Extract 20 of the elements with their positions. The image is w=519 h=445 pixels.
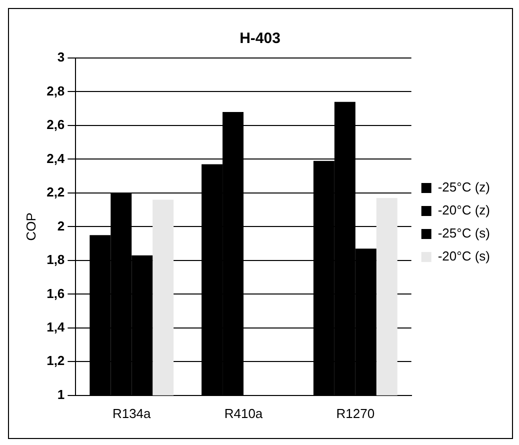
y-tick-label: 2 xyxy=(57,218,65,234)
y-tick-label: 2,2 xyxy=(46,184,65,200)
y-tick-label: 1,8 xyxy=(46,252,65,268)
chart-title: H-403 xyxy=(240,30,280,48)
y-tick-label: 1 xyxy=(57,386,65,402)
legend-label: -25°C (s) xyxy=(438,226,490,241)
y-tick-label: 2,4 xyxy=(46,150,66,166)
x-tick-label: R410a xyxy=(224,406,264,421)
y-tick-label: 1,4 xyxy=(46,320,66,334)
x-tick-label: R134a xyxy=(112,406,152,421)
legend-label: -20°C (s) xyxy=(438,248,490,264)
y-tick-label: 2,8 xyxy=(46,83,65,98)
legend-label: -20°C (z) xyxy=(438,202,490,218)
y-tick-label: 3 xyxy=(57,50,65,65)
y-tick-label: 1,6 xyxy=(46,286,65,301)
y-tick-label: 1,2 xyxy=(46,353,65,368)
x-tick-label: R1270 xyxy=(336,406,375,421)
y-axis-title: COP xyxy=(23,212,38,241)
legend-label: -25°C (z) xyxy=(438,180,490,195)
y-tick-label: 2,6 xyxy=(46,117,65,132)
